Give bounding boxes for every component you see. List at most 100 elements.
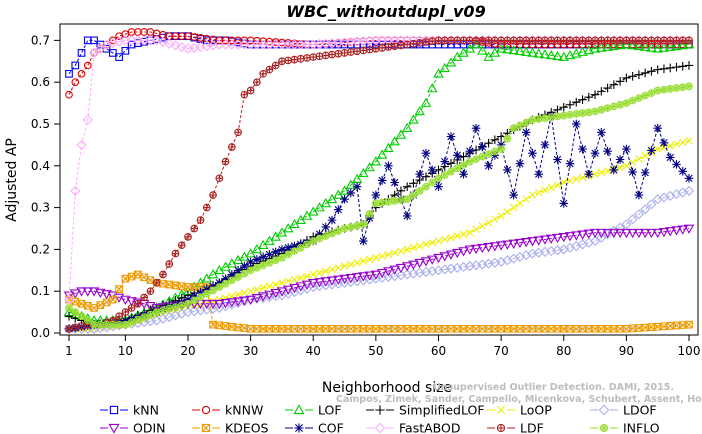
marker-circle-star (516, 121, 524, 130)
marker-square (77, 49, 86, 57)
marker-square-x (296, 324, 305, 333)
marker-asterisk (121, 316, 130, 325)
marker-circle-star-lines (203, 290, 211, 298)
marker-circle-star-lines (579, 109, 586, 117)
marker-circle-star (290, 247, 299, 255)
marker-asterisk (315, 229, 324, 239)
marker-square-x (115, 285, 123, 293)
marker-circle-star-lines (673, 84, 680, 92)
marker-cross (685, 137, 693, 145)
marker-asterisk (246, 257, 255, 267)
series-odin (63, 224, 695, 314)
marker-cross (290, 275, 299, 284)
x-tick-label: 60 (431, 344, 446, 358)
marker-plus (496, 132, 506, 141)
x-tick-label: 100 (678, 344, 701, 358)
marker-asterisk (665, 153, 675, 162)
marker-square-x (597, 324, 606, 333)
marker-triangle-down (88, 287, 100, 297)
marker-circle-plus-cross (641, 37, 649, 44)
marker-circle-star-lines (97, 321, 104, 328)
marker-circle-star-lines (610, 103, 618, 110)
marker-cross (259, 284, 267, 292)
marker-circle-star (478, 152, 487, 161)
marker-circle-plus-cross (259, 70, 267, 78)
marker-triangle-down (76, 287, 87, 297)
marker-circle (71, 78, 80, 87)
marker-circle-plus (171, 249, 180, 258)
marker-triangle (652, 43, 663, 53)
marker-asterisk (622, 144, 631, 154)
marker-cross (253, 285, 261, 294)
marker-triangle-down (70, 289, 81, 299)
x-tick-label: 10 (118, 344, 133, 358)
marker-circle-plus (165, 260, 174, 268)
marker-circle-plus-cross (472, 37, 480, 44)
marker-plus (634, 70, 644, 79)
watermark-line-2: Campos, Zimek, Sander, Campello, Micenko… (336, 394, 702, 405)
marker-cross (384, 250, 393, 259)
marker-diamond (63, 294, 75, 305)
marker-triangle (683, 39, 695, 49)
marker-circle-star (472, 155, 480, 163)
marker-circle-plus-cross (679, 37, 687, 44)
marker-circle-star-lines (504, 135, 511, 142)
marker-asterisk (196, 288, 205, 298)
marker-asterisk (271, 247, 280, 257)
marker-triangle-down (477, 243, 488, 254)
marker-circle-star-lines (591, 108, 599, 115)
marker-cross (528, 191, 537, 199)
marker-circle-plus-cross (197, 216, 204, 224)
marker-circle-plus-cross (598, 37, 605, 44)
marker-triangle (445, 57, 457, 67)
marker-circle-plus-cross (616, 37, 624, 44)
marker-cross (553, 181, 562, 189)
legend-label: COF (318, 421, 344, 434)
marker-circle-star-lines (291, 247, 298, 255)
marker-circle-plus-cross (435, 37, 442, 44)
marker-circle-star (259, 261, 267, 270)
marker-circle-star-lines (71, 308, 79, 316)
marker-asterisk (352, 182, 362, 191)
marker-cross (428, 239, 436, 247)
marker-circle-star-lines (366, 210, 373, 218)
marker-triangle-down (282, 285, 294, 295)
marker-triangle (426, 83, 438, 93)
marker-circle-plus-cross (648, 37, 655, 44)
marker-triangle-down (307, 278, 319, 289)
legend-item-inflo: INFLO (590, 421, 660, 434)
marker-plus (490, 135, 500, 145)
marker-square-x (647, 323, 656, 331)
marker-circle-plus-cross (610, 37, 618, 44)
y-tick-label: 0.2 (31, 242, 50, 256)
marker-triangle (383, 142, 394, 153)
marker-triangle (589, 43, 601, 53)
marker-triangle-down (470, 244, 482, 254)
marker-triangle-down (145, 301, 156, 312)
marker-square-x (184, 283, 192, 291)
marker-circle-star-lines (178, 302, 186, 309)
marker-circle-plus (227, 143, 236, 151)
marker-circle-star-lines (600, 424, 608, 432)
marker-circle-plus (140, 293, 149, 302)
marker-circle-star-lines (666, 85, 674, 93)
marker-triangle-down (621, 228, 632, 239)
marker-diamond (95, 43, 106, 54)
marker-cross (409, 244, 418, 252)
marker-asterisk (265, 250, 274, 259)
marker-diamond (164, 38, 175, 49)
marker-circle-star-lines (522, 119, 530, 126)
marker-triangle (664, 41, 676, 51)
marker-triangle-down (664, 227, 676, 237)
marker-triangle (514, 45, 526, 56)
marker-asterisk (597, 128, 606, 137)
series-ldf (65, 36, 693, 333)
legend-item-knnw: kNNW (192, 403, 263, 418)
marker-circle-plus (152, 278, 161, 287)
marker-asterisk (640, 168, 650, 178)
marker-asterisk (459, 169, 468, 179)
marker-circle-star (83, 316, 92, 325)
marker-triangle-down (614, 228, 626, 239)
marker-circle-star (484, 150, 493, 158)
